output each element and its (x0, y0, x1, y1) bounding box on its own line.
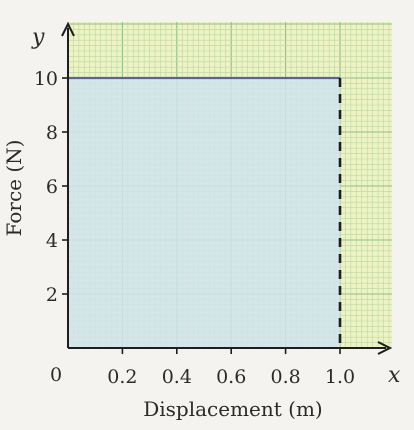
x-tick-label: 0.2 (107, 366, 137, 388)
x-tick-label: 0.6 (216, 366, 246, 388)
y-tick-label: 8 (46, 122, 58, 144)
y-tick-label: 6 (46, 176, 58, 198)
y-axis-label: Force (N) (2, 140, 26, 237)
x-tick-label: 1.0 (325, 366, 355, 388)
x-axis-arrow (377, 341, 393, 355)
tick-labels: 0.2 0.4 0.6 0.8 1.0 2 4 6 8 10 (34, 68, 355, 388)
y-axis-letter: y (31, 25, 45, 50)
shaded-area-rect (68, 78, 340, 348)
origin-label: 0 (50, 364, 62, 386)
y-axis-arrow (61, 21, 75, 37)
x-axis-label: Displacement (m) (143, 397, 323, 421)
x-tick-label: 0.4 (162, 366, 192, 388)
y-tick-label: 10 (34, 68, 58, 90)
x-axis-letter: x (388, 363, 401, 388)
work-area (68, 78, 340, 348)
y-tick-label: 2 (46, 284, 58, 306)
x-tick-label: 0.8 (270, 366, 300, 388)
y-tick-label: 4 (46, 230, 58, 252)
series-lines (68, 76, 342, 348)
